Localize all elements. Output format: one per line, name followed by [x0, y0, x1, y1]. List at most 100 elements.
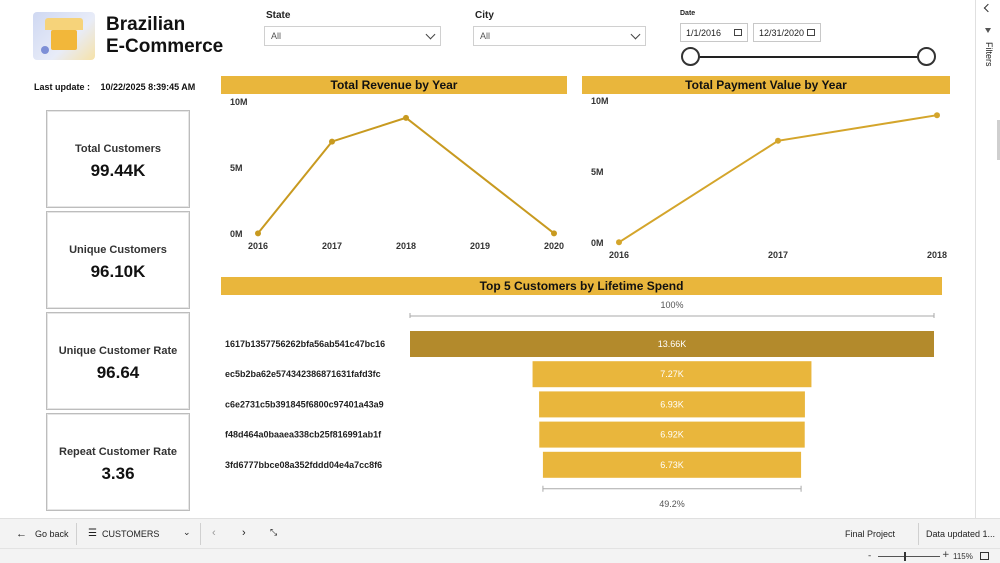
- series-line: [257, 116, 555, 235]
- filter-icon: [985, 28, 991, 33]
- bar-value-label: 6.73K: [660, 460, 684, 470]
- customer-id-label: 1617b1357756262bfa56ab541c47bc16: [225, 339, 385, 349]
- kpi-label: Repeat Customer Rate: [59, 446, 177, 458]
- bar-value-label: 13.66K: [658, 339, 687, 349]
- zoom-out-button[interactable]: -: [868, 551, 872, 561]
- y-tick-label: 5M: [230, 163, 243, 173]
- state-filter-value: All: [271, 31, 282, 41]
- kpi-label: Unique Customer Rate: [58, 345, 178, 357]
- data-point: [934, 112, 940, 119]
- city-filter-dropdown[interactable]: All: [473, 26, 646, 46]
- kpi-value: 96.64: [96, 363, 140, 382]
- top-customers-chart-title: Top 5 Customers by Lifetime Spend: [221, 277, 942, 295]
- data-point: [255, 230, 261, 237]
- chevron-down-icon[interactable]: ⌄: [183, 527, 191, 537]
- start-date-input[interactable]: 1/1/2016: [680, 23, 748, 42]
- back-arrow-icon[interactable]: ←: [16, 528, 27, 540]
- data-point: [551, 230, 557, 237]
- kpi-label: Total Customers: [75, 143, 161, 155]
- filters-pane[interactable]: Filters: [975, 0, 1000, 518]
- kpi-value: 99.44K: [90, 161, 146, 180]
- revenue-line-chart[interactable]: 0M 5M 10M 2016 2017 2018 2019 2020: [221, 94, 571, 254]
- customer-id-label: ec5b2ba62e574342386871631fafd3fc: [225, 369, 381, 379]
- state-filter-dropdown[interactable]: All: [264, 26, 441, 46]
- y-tick-label: 0M: [591, 238, 604, 248]
- chevron-down-icon: [630, 29, 641, 40]
- kpi-value: 96.10K: [90, 262, 146, 281]
- x-tick-label: 2019: [470, 241, 490, 251]
- report-canvas: Brazilian E-Commerce State All City All …: [33, 10, 952, 516]
- y-tick-label: 0M: [230, 229, 243, 239]
- data-updated-status[interactable]: Data updated 1...: [926, 529, 996, 539]
- bottom-bar: ← Go back ☰ CUSTOMERS ⌄ ‹ › ⤡ Final Proj…: [0, 518, 1000, 548]
- x-tick-label: 2016: [248, 241, 268, 251]
- collapse-pane-icon[interactable]: [983, 3, 993, 13]
- calendar-icon[interactable]: [807, 29, 815, 36]
- next-page-icon[interactable]: ›: [242, 527, 246, 539]
- end-date-value: 12/31/2020: [759, 28, 805, 38]
- zoom-slider[interactable]: [878, 556, 940, 557]
- data-point: [616, 239, 622, 246]
- zoom-in-button[interactable]: +: [942, 550, 950, 560]
- x-tick-label: 2017: [768, 250, 788, 260]
- x-tick-label: 2017: [322, 241, 342, 251]
- filters-pane-label[interactable]: Filters: [984, 42, 994, 67]
- zoom-slider-thumb[interactable]: [904, 552, 906, 561]
- calendar-icon[interactable]: [734, 29, 742, 36]
- top-percent-bracket: [409, 313, 935, 318]
- x-tick-label: 2018: [396, 241, 416, 251]
- top-customers-funnel-chart[interactable]: 100% 13.66K 1617b1357756262bfa56ab541c47bc…: [221, 296, 951, 516]
- funnel-bar: [539, 421, 805, 448]
- end-date-input[interactable]: 12/31/2020: [753, 23, 821, 42]
- fit-to-page-icon[interactable]: [980, 552, 989, 560]
- payment-line-chart[interactable]: 0M 5M 10M 2016 2017 2018: [582, 94, 952, 264]
- vertical-scrollbar[interactable]: [997, 120, 1000, 160]
- customer-id-label: 3fd6777bbce08a352fddd04e4a7cc8f6: [225, 460, 382, 470]
- previous-page-icon[interactable]: ‹: [212, 527, 216, 539]
- funnel-bar: [410, 331, 934, 357]
- bar-value-label: 6.92K: [660, 430, 684, 440]
- bar-value-label: 7.27K: [660, 369, 684, 379]
- last-update-value: 10/22/2025 8:39:45 AM: [100, 82, 196, 92]
- chevron-down-icon: [425, 29, 436, 40]
- date-range-start-handle[interactable]: [681, 47, 700, 66]
- report-title: Brazilian E-Commerce: [106, 14, 223, 58]
- x-tick-label: 2016: [609, 250, 629, 260]
- kpi-repeat-customer-rate: Repeat Customer Rate 3.36: [46, 413, 190, 511]
- y-tick-label: 10M: [591, 96, 609, 106]
- zoom-level: 115%: [953, 552, 973, 561]
- top-percent-label: 100%: [660, 300, 683, 310]
- page-list-icon: ☰: [88, 528, 97, 539]
- report-title-line2: E-Commerce: [106, 36, 224, 57]
- state-filter-label: State: [266, 10, 291, 21]
- x-tick-label: 2018: [927, 250, 947, 260]
- date-range-slider-track[interactable]: [690, 56, 926, 58]
- kpi-unique-customers: Unique Customers 96.10K: [46, 211, 190, 309]
- fullscreen-icon[interactable]: ⤡: [270, 527, 278, 537]
- x-tick-label: 2020: [544, 241, 564, 251]
- customer-id-label: c6e2731c5b391845f6800c97401a43a9: [225, 399, 384, 409]
- report-title-line1: Brazilian: [106, 14, 186, 35]
- kpi-value: 3.36: [101, 464, 135, 483]
- data-point: [403, 114, 409, 121]
- funnel-bar: [539, 391, 805, 418]
- bottom-percent-bracket: [542, 485, 802, 492]
- last-update-label: Last update :: [34, 82, 91, 92]
- date-range-end-handle[interactable]: [917, 47, 936, 66]
- kpi-label: Unique Customers: [69, 244, 167, 256]
- city-filter-value: All: [480, 31, 491, 41]
- kpi-total-customers: Total Customers 99.44K: [46, 110, 190, 208]
- date-filter-label: Date: [680, 10, 696, 17]
- go-back-button[interactable]: Go back: [35, 529, 69, 539]
- page-selector[interactable]: CUSTOMERS: [102, 529, 160, 539]
- city-filter-label: City: [475, 10, 494, 21]
- data-point: [329, 138, 335, 145]
- project-name[interactable]: Final Project: [845, 529, 896, 539]
- payment-chart-title: Total Payment Value by Year: [582, 76, 950, 94]
- bar-value-label: 6.93K: [660, 399, 684, 409]
- funnel-bar: [532, 361, 812, 388]
- status-bar: - + 115%: [0, 548, 1000, 563]
- series-line: [618, 114, 938, 244]
- data-point: [775, 137, 781, 144]
- kpi-unique-customer-rate: Unique Customer Rate 96.64: [46, 312, 190, 410]
